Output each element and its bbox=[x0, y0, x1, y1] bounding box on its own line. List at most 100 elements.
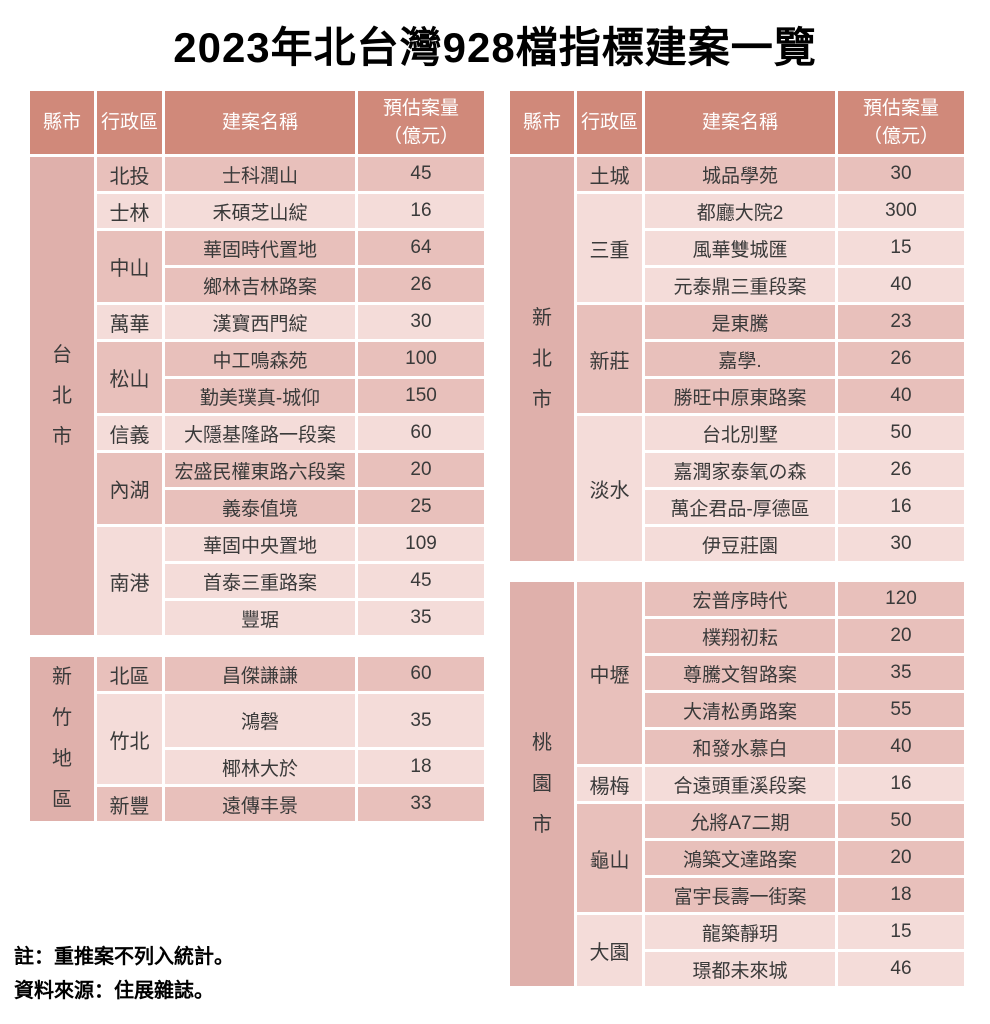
project-volume-cell: 30 bbox=[835, 524, 967, 564]
county-cell: 新北市 bbox=[507, 154, 577, 564]
project-volume-cell: 35 bbox=[355, 691, 487, 750]
right-column: 縣市 行政區 建案名稱 預估案量 （億元） 新北市 土城 城品學苑 30 三重 都廳大院2 300 風華… bbox=[507, 88, 967, 989]
district-cell: 楊梅 bbox=[574, 764, 645, 804]
project-volume-cell: 40 bbox=[835, 727, 967, 767]
district-cell: 淡水 bbox=[574, 413, 645, 564]
district-cell: 三重 bbox=[574, 191, 645, 305]
project-volume-cell: 40 bbox=[835, 265, 967, 305]
source-line: 資料來源：住展雜誌。 bbox=[14, 979, 214, 1002]
county-cell: 桃園市 bbox=[507, 579, 577, 989]
table-row: 富宇長壽一街案 18 bbox=[509, 875, 967, 915]
district-cell: 內湖 bbox=[94, 450, 165, 527]
table-row: 萬企君品-厚德區 16 bbox=[509, 487, 967, 527]
project-volume-cell: 20 bbox=[835, 616, 967, 656]
table-row: 竹北 鴻磬 35 bbox=[29, 691, 487, 787]
district-column-header: 行政區 bbox=[94, 88, 165, 157]
project-name-cell: 是東騰 bbox=[642, 302, 838, 342]
project-volume-cell: 55 bbox=[835, 690, 967, 730]
project-volume-cell: 300 bbox=[835, 191, 967, 231]
page-title: 2023年北台灣928檔指標建案一覽 bbox=[173, 24, 817, 71]
table-row: 淡水 台北別墅 50 bbox=[509, 413, 967, 564]
project-name-cell: 椰林大於 bbox=[162, 747, 358, 787]
project-name-cell: 義泰值境 bbox=[162, 487, 358, 527]
project-column-header: 建案名稱 bbox=[642, 88, 838, 157]
volume-header-line1: 預估案量 bbox=[862, 97, 939, 119]
project-name-cell: 璟都未來城 bbox=[642, 949, 838, 989]
project-volume-cell: 33 bbox=[355, 784, 487, 824]
county-label: 台北市 bbox=[52, 343, 72, 448]
project-name-cell: 大清松勇路案 bbox=[642, 690, 838, 730]
project-volume-cell: 45 bbox=[355, 154, 487, 194]
district-cell: 北投 bbox=[94, 154, 165, 194]
county-column-header: 縣市 bbox=[507, 88, 577, 157]
project-name-cell: 士科潤山 bbox=[162, 154, 358, 194]
table-row: 尊騰文智路案 35 bbox=[509, 653, 967, 693]
project-name-cell: 樸翔初耘 bbox=[642, 616, 838, 656]
table-row: 大園 龍築靜玥 15 bbox=[509, 912, 967, 989]
project-volume-cell: 26 bbox=[835, 450, 967, 490]
table-row: 嘉潤家泰氧の森 26 bbox=[509, 450, 967, 490]
project-name-cell: 富宇長壽一街案 bbox=[642, 875, 838, 915]
project-volume-cell: 18 bbox=[835, 875, 967, 915]
district-cell: 中壢 bbox=[574, 579, 645, 767]
project-volume-cell: 50 bbox=[835, 413, 967, 453]
project-volume-cell: 100 bbox=[355, 339, 487, 379]
project-name-cell: 漢寶西門綻 bbox=[162, 302, 358, 342]
table-row: 台北市 北投 士科潤山 45 bbox=[27, 154, 487, 638]
project-volume-cell: 40 bbox=[835, 376, 967, 416]
project-name-cell: 允將A7二期 bbox=[642, 801, 838, 841]
project-volume-cell: 150 bbox=[355, 376, 487, 416]
taipei-table-container: 縣市 行政區 建案名稱 預估案量 （億元） 台北市 北投 士科潤山 45 士林 禾碩芝山綻 16 中山華… bbox=[27, 88, 487, 638]
project-volume-cell: 30 bbox=[835, 154, 967, 194]
county-label: 新竹地區 bbox=[52, 666, 72, 811]
district-cell: 土城 bbox=[574, 154, 645, 194]
project-volume-cell: 45 bbox=[355, 561, 487, 601]
newtaipei-table: 縣市 行政區 建案名稱 預估案量 （億元） 新北市 土城 城品學苑 30 三重 都廳大院2 300 風華… bbox=[507, 88, 967, 564]
project-name-cell: 萬企君品-厚德區 bbox=[642, 487, 838, 527]
project-name-cell: 嘉學. bbox=[642, 339, 838, 379]
project-name-cell: 遠傳丰景 bbox=[162, 784, 358, 824]
project-volume-cell: 16 bbox=[835, 764, 967, 804]
project-volume-cell: 23 bbox=[835, 302, 967, 342]
table-row: 南港 華固中央置地 109 bbox=[29, 524, 487, 638]
project-name-cell: 大隱基隆路一段案 bbox=[162, 413, 358, 453]
project-volume-cell: 35 bbox=[835, 653, 967, 693]
taoyuan-table: 桃園市 中壢 宏普序時代 120 樸翔初耘 20 尊騰文智路案 35 大清松勇路案 55 和發水慕白… bbox=[507, 579, 967, 989]
project-volume-cell: 30 bbox=[355, 302, 487, 342]
hsinchu-table: 新竹地區 北區 昌傑謙謙 60 竹北 鴻磬 35 椰林大於 18 新豐 遠傳丰景 33 bbox=[27, 654, 487, 824]
project-name-cell: 鄉林吉林路案 bbox=[162, 265, 358, 305]
county-cell: 新竹地區 bbox=[27, 654, 97, 824]
project-volume-cell: 64 bbox=[355, 228, 487, 268]
project-name-cell: 伊豆莊園 bbox=[642, 524, 838, 564]
district-column-header: 行政區 bbox=[574, 88, 645, 157]
table-row: 椰林大於 18 bbox=[29, 747, 487, 787]
table-header: 縣市 行政區 建案名稱 預估案量 （億元） bbox=[27, 88, 487, 157]
project-name-cell: 龍築靜玥 bbox=[642, 912, 838, 952]
table-row: 內湖 宏盛民權東路六段案 20 bbox=[29, 450, 487, 527]
table-row: 風華雙城匯 15 bbox=[509, 228, 967, 268]
taipei-table: 縣市 行政區 建案名稱 預估案量 （億元） 台北市 北投 士科潤山 45 士林 禾碩芝山綻 16 中山華… bbox=[27, 88, 487, 638]
project-name-cell: 昌傑謙謙 bbox=[162, 654, 358, 694]
table-row: 鄉林吉林路案 26 bbox=[29, 265, 487, 305]
left-column: 縣市 行政區 建案名稱 預估案量 （億元） 台北市 北投 士科潤山 45 士林 禾碩芝山綻 16 中山華… bbox=[27, 88, 487, 824]
project-volume-cell: 60 bbox=[355, 413, 487, 453]
table-row: 首泰三重路案 45 bbox=[29, 561, 487, 601]
table-row: 鴻築文達路案 20 bbox=[509, 838, 967, 878]
project-volume-cell: 20 bbox=[835, 838, 967, 878]
volume-header-line1: 預估案量 bbox=[382, 97, 459, 119]
project-volume-cell: 15 bbox=[835, 912, 967, 952]
table-row: 萬華 漢寶西門綻 30 bbox=[29, 302, 487, 342]
district-cell: 南港 bbox=[94, 524, 165, 638]
volume-header-line2: （億元） bbox=[862, 125, 939, 147]
project-volume-cell: 35 bbox=[355, 598, 487, 638]
project-name-cell: 勤美璞真-城仰 bbox=[162, 376, 358, 416]
table-row: 松山 中工鳴森苑 100 bbox=[29, 339, 487, 416]
district-cell: 新莊 bbox=[574, 302, 645, 416]
project-name-cell: 鴻築文達路案 bbox=[642, 838, 838, 878]
district-cell: 士林 bbox=[94, 191, 165, 231]
table-row: 士林 禾碩芝山綻 16 bbox=[29, 191, 487, 231]
county-label: 新北市 bbox=[532, 306, 552, 411]
district-cell: 新豐 bbox=[94, 784, 165, 824]
table-row: 桃園市 中壢 宏普序時代 120 bbox=[507, 579, 967, 989]
